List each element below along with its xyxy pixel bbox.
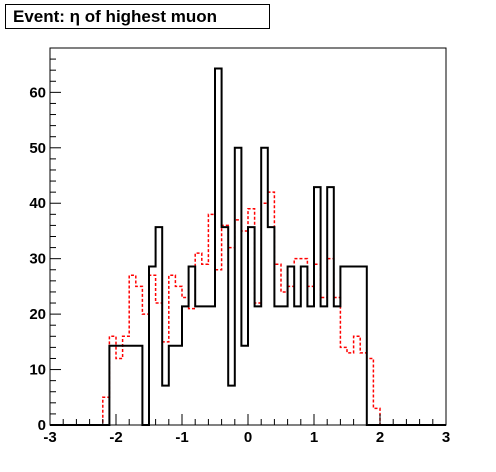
chart-title: Event: η of highest muon bbox=[5, 4, 270, 29]
histogram-series-solid bbox=[50, 67, 446, 426]
y-tick-label: 10 bbox=[29, 362, 46, 379]
y-tick-label: 50 bbox=[29, 140, 46, 157]
x-tick-label: -1 bbox=[175, 429, 188, 446]
series-layer bbox=[50, 67, 446, 426]
y-tick-label: 40 bbox=[29, 195, 46, 212]
x-tick-label: -2 bbox=[109, 429, 122, 446]
y-tick-label: 0 bbox=[38, 417, 46, 434]
y-tick-label: 60 bbox=[29, 84, 46, 101]
y-tick-label: 20 bbox=[29, 306, 46, 323]
x-tick-label: 0 bbox=[244, 429, 252, 446]
y-tick-label: 30 bbox=[29, 251, 46, 268]
x-tick-label: 2 bbox=[376, 429, 384, 446]
x-tick-label: -3 bbox=[43, 429, 56, 446]
x-tick-label: 1 bbox=[310, 429, 318, 446]
x-tick-label: 3 bbox=[442, 429, 450, 446]
